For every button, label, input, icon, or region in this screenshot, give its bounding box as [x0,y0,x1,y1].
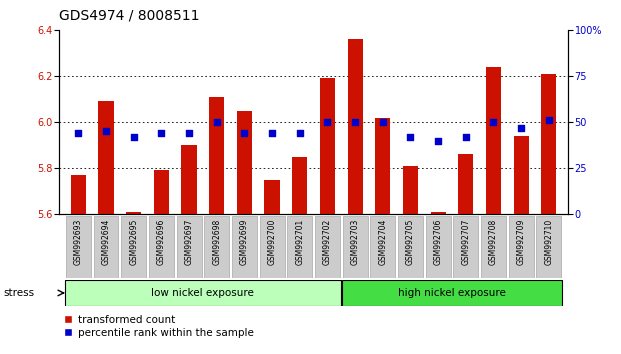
Bar [65,280,341,306]
Point [350,119,360,125]
Text: GSM992698: GSM992698 [212,219,221,265]
Bar [237,111,252,214]
Text: stress: stress [3,288,34,298]
Text: GSM992707: GSM992707 [461,219,470,266]
Bar [209,97,224,214]
Bar [453,216,478,278]
Bar [343,216,368,278]
Text: GSM992710: GSM992710 [545,219,553,265]
Bar [398,216,423,278]
Bar [121,216,146,278]
Bar [509,216,533,278]
Legend: transformed count, percentile rank within the sample: transformed count, percentile rank withi… [64,315,253,338]
Bar [403,166,418,214]
Bar [375,118,391,214]
Point [267,130,277,136]
Text: GDS4974 / 8008511: GDS4974 / 8008511 [59,9,199,23]
Bar [176,216,202,278]
Point [544,118,554,123]
Point [156,130,166,136]
Bar [458,154,473,214]
Point [406,134,415,140]
Text: GSM992693: GSM992693 [74,219,83,266]
Text: high nickel exposure: high nickel exposure [398,288,506,298]
Point [378,119,388,125]
Bar [204,216,229,278]
Text: GSM992694: GSM992694 [102,219,111,266]
Bar [481,216,506,278]
Bar [181,145,197,214]
Bar [542,74,556,214]
Bar [154,171,169,214]
Text: GSM992703: GSM992703 [351,219,360,266]
Bar [265,180,279,214]
Bar [292,157,307,214]
Text: GSM992705: GSM992705 [406,219,415,266]
Text: GSM992695: GSM992695 [129,219,138,266]
Text: GSM992699: GSM992699 [240,219,249,266]
Point [461,134,471,140]
Bar [370,216,395,278]
Point [101,129,111,134]
Point [295,130,305,136]
Text: GSM992708: GSM992708 [489,219,498,265]
Bar [537,216,561,278]
Bar [430,212,446,214]
Point [184,130,194,136]
Bar [425,216,451,278]
Text: GSM992706: GSM992706 [433,219,443,266]
Bar [514,136,528,214]
Bar [232,216,257,278]
Bar [66,216,91,278]
Point [73,130,83,136]
Text: GSM992696: GSM992696 [157,219,166,266]
Text: GSM992704: GSM992704 [378,219,388,266]
Point [516,125,526,131]
Bar [71,175,86,214]
Bar [288,216,312,278]
Bar [149,216,174,278]
Point [322,119,332,125]
Bar [486,67,501,214]
Bar [260,216,284,278]
Bar [126,212,142,214]
Bar [320,79,335,214]
Point [489,119,499,125]
Bar [94,216,119,278]
Bar [342,280,562,306]
Text: GSM992702: GSM992702 [323,219,332,265]
Bar [315,216,340,278]
Point [240,130,250,136]
Point [129,134,138,140]
Point [433,138,443,143]
Text: GSM992709: GSM992709 [517,219,525,266]
Point [212,119,222,125]
Bar [348,39,363,214]
Text: GSM992701: GSM992701 [295,219,304,265]
Text: GSM992700: GSM992700 [268,219,276,266]
Text: low nickel exposure: low nickel exposure [152,288,255,298]
Text: GSM992697: GSM992697 [184,219,194,266]
Bar [99,102,114,214]
